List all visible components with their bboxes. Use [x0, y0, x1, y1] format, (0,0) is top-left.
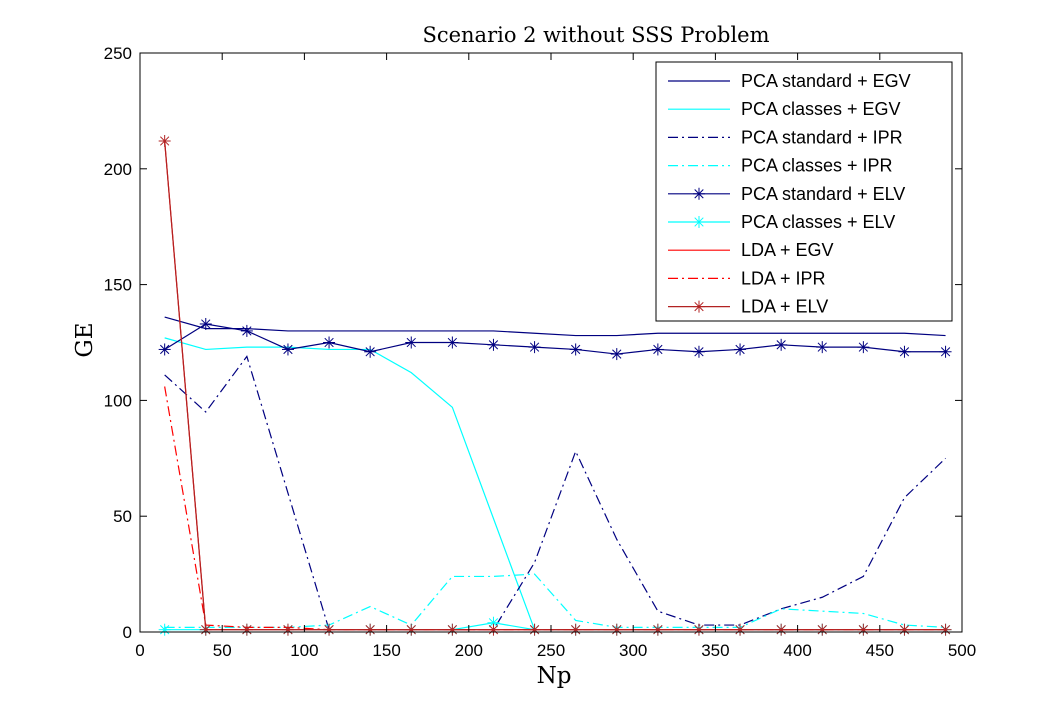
series-9 — [158, 135, 952, 636]
data-point-marker — [610, 348, 623, 361]
x-tick-label: 200 — [455, 641, 483, 660]
data-point-marker — [528, 341, 541, 354]
series-line — [164, 355, 946, 631]
y-axis-label: GE — [72, 322, 98, 357]
series-line — [164, 337, 946, 631]
series-line — [164, 622, 946, 631]
data-point-marker — [281, 623, 294, 636]
data-point-marker — [487, 338, 500, 351]
data-point-marker — [898, 345, 911, 358]
data-point-marker — [569, 623, 582, 636]
legend-marker — [693, 216, 705, 228]
legend-label: PCA classes + EGV — [741, 99, 901, 119]
data-point-marker — [364, 623, 377, 636]
y-tick-label: 50 — [113, 507, 132, 526]
series-2 — [164, 337, 946, 631]
data-point-marker — [692, 623, 705, 636]
series-3 — [164, 355, 946, 631]
data-point-marker — [651, 343, 664, 356]
data-point-marker — [405, 623, 418, 636]
data-point-marker — [734, 343, 747, 356]
legend-marker — [693, 187, 705, 200]
data-point-marker — [158, 135, 171, 148]
y-tick-label: 150 — [104, 276, 132, 295]
series-line — [164, 323, 946, 355]
data-point-marker — [939, 345, 952, 358]
x-tick-label: 400 — [783, 641, 811, 660]
x-tick-label: 50 — [213, 641, 232, 660]
data-point-marker — [898, 623, 911, 636]
data-point-marker — [364, 345, 377, 358]
ticks-layer: 0 50 100 150 200 250 300 350 400 450 500 0 50 100 150 2… — [104, 44, 977, 660]
legend-label: PCA classes + IPR — [741, 156, 893, 176]
data-point-marker — [610, 623, 623, 636]
data-point-marker — [446, 623, 459, 636]
data-point-marker — [487, 623, 500, 636]
legend-label: PCA standard + EGV — [741, 71, 911, 91]
y-tick-label: 0 — [123, 623, 132, 642]
data-point-marker — [281, 343, 294, 356]
data-point-marker — [405, 336, 418, 349]
y-tick-label: 200 — [104, 160, 132, 179]
data-point-marker — [569, 343, 582, 356]
data-point-marker — [939, 623, 952, 636]
data-point-marker — [240, 324, 253, 337]
data-point-marker — [158, 623, 171, 636]
data-point-marker — [816, 623, 829, 636]
data-point-marker — [323, 336, 336, 349]
x-tick-label: 0 — [135, 641, 144, 660]
legend: PCA standard + EGV PCA classes + EGV PCA s… — [655, 61, 953, 322]
data-point-marker — [816, 341, 829, 354]
series-6 — [158, 616, 952, 636]
data-point-marker — [775, 623, 788, 636]
data-point-marker — [240, 623, 253, 636]
data-point-marker — [528, 623, 541, 636]
y-tick-label: 100 — [104, 391, 132, 410]
legend-box — [655, 61, 953, 322]
series-1 — [164, 316, 946, 337]
series-line — [164, 573, 946, 628]
data-point-marker — [857, 623, 870, 636]
legend-label: LDA + IPR — [741, 268, 826, 288]
data-point-marker — [734, 623, 747, 636]
legend-label: LDA + ELV — [741, 297, 828, 317]
series-layer — [158, 135, 952, 636]
series-4 — [164, 573, 946, 628]
legend-marker — [693, 300, 705, 313]
legend-label: LDA + EGV — [741, 240, 834, 260]
y-tick-label: 250 — [104, 44, 132, 63]
legend-label: PCA classes + ELV — [741, 212, 895, 232]
data-point-marker — [692, 345, 705, 358]
data-point-marker — [446, 336, 459, 349]
x-tick-label: 350 — [701, 641, 729, 660]
data-point-marker — [323, 623, 336, 636]
data-point-marker — [857, 341, 870, 354]
series-line — [164, 140, 946, 631]
series-line — [164, 386, 946, 631]
chart-title: Scenario 2 without SSS Problem — [422, 23, 769, 47]
x-tick-label: 250 — [537, 641, 565, 660]
data-point-marker — [158, 343, 171, 356]
x-tick-label: 500 — [948, 641, 976, 660]
data-point-marker — [199, 623, 212, 636]
data-point-marker — [651, 623, 664, 636]
legend-label: PCA standard + ELV — [741, 184, 905, 204]
data-point-marker — [775, 338, 788, 351]
data-point-marker — [199, 317, 212, 330]
x-tick-label: 100 — [290, 641, 318, 660]
x-tick-label: 300 — [619, 641, 647, 660]
series-5 — [158, 317, 952, 361]
series-line — [164, 316, 946, 337]
x-tick-label: 450 — [866, 641, 894, 660]
legend-label: PCA standard + IPR — [741, 127, 903, 147]
x-axis-label: Np — [537, 663, 572, 689]
series-8 — [164, 386, 946, 631]
x-tick-label: 150 — [372, 641, 400, 660]
